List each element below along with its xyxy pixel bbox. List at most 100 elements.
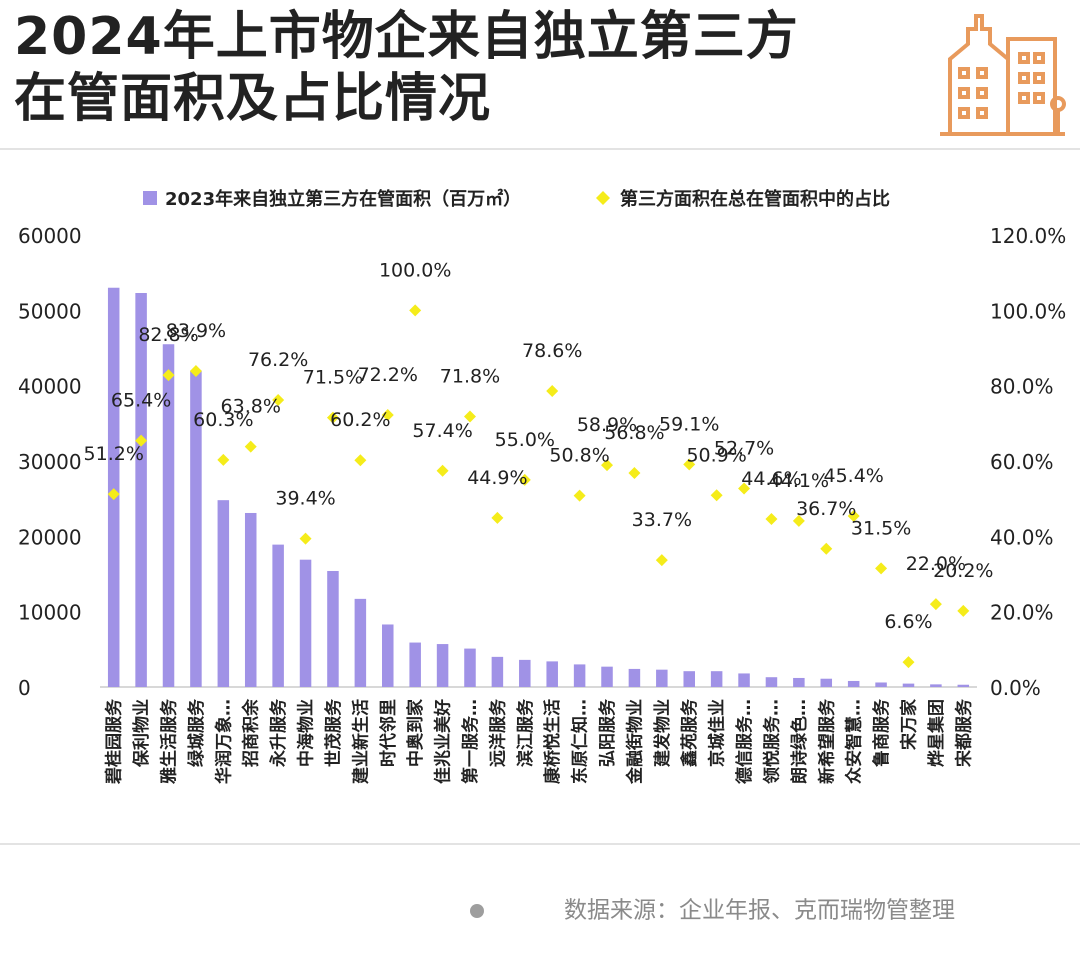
data-label: 45.4% <box>823 465 883 487</box>
bar <box>847 680 860 687</box>
y-left-tick-label: 10000 <box>18 601 82 625</box>
data-label: 82.8% <box>138 324 198 346</box>
x-tick-label: 碧桂园服务 <box>104 698 125 785</box>
bar <box>244 512 257 687</box>
y-left-tick-label: 0 <box>18 676 31 700</box>
data-label: 39.4% <box>275 488 335 510</box>
bar <box>354 598 367 687</box>
data-point <box>710 489 723 502</box>
bar <box>875 682 887 687</box>
data-point <box>546 384 559 397</box>
data-point <box>217 453 230 466</box>
data-point <box>765 513 778 526</box>
x-tick-label: 康桥悦生活 <box>542 699 563 784</box>
data-point <box>162 369 175 382</box>
x-tick-label: 招商积余 <box>241 698 262 767</box>
x-tick-label: 绿城服务 <box>186 698 207 767</box>
bar <box>710 671 723 687</box>
x-tick-label: 宋都服务 <box>953 698 974 768</box>
x-tick-label: 远洋服务 <box>487 698 508 767</box>
bar <box>683 671 695 687</box>
data-label: 20.2% <box>933 560 993 582</box>
bar <box>217 500 230 687</box>
bar <box>765 677 778 687</box>
bar <box>327 570 339 687</box>
x-tick-label: 宋万家 <box>898 699 919 751</box>
bar <box>546 661 558 687</box>
bar <box>793 677 805 687</box>
data-label: 83.9% <box>166 320 226 342</box>
data-point <box>792 514 805 527</box>
x-tick-label: 滨江服务 <box>515 698 536 767</box>
x-tick-label: 保利物业 <box>131 699 152 768</box>
data-point <box>628 467 641 480</box>
data-label: 65.4% <box>111 390 171 412</box>
x-tick-label: 东原仁知… <box>570 699 591 784</box>
y-left-tick-label: 30000 <box>18 450 82 474</box>
x-tick-label: 朗诗绿色… <box>789 699 810 784</box>
x-tick-label: 第一服务… <box>460 699 481 784</box>
data-point <box>436 464 449 477</box>
bar <box>382 624 394 687</box>
data-point <box>463 410 476 423</box>
x-tick-label: 弘阳服务 <box>597 698 618 767</box>
bar <box>190 370 202 687</box>
data-label: 50.8% <box>549 445 609 467</box>
bar <box>656 669 668 687</box>
bar <box>902 683 915 687</box>
data-point <box>272 393 285 406</box>
bar <box>738 673 750 687</box>
x-tick-label: 华润万象… <box>213 699 234 784</box>
header-divider <box>0 148 1080 150</box>
data-label: 51.2% <box>84 443 144 465</box>
data-point <box>491 511 504 524</box>
bar <box>573 664 586 687</box>
data-label: 44.1% <box>769 470 829 492</box>
data-point <box>107 488 120 501</box>
bar <box>162 344 175 687</box>
data-label: 71.5% <box>303 367 363 389</box>
data-label: 56.8% <box>604 422 664 444</box>
source-text: 数据来源：企业年报、克而瑞物管整理 <box>564 897 955 924</box>
x-tick-label: 世茂服务 <box>323 698 344 767</box>
chart: 2023年来自独立第三方在管面积（百万㎡） 第三方面积在总在管面积中的占比 0 100… <box>18 188 1066 785</box>
data-point <box>381 409 394 422</box>
y-left-tick-label: 40000 <box>18 375 82 399</box>
x-tick-label: 德信服务… <box>734 699 755 784</box>
data-point <box>189 364 202 377</box>
title-line-2: 在管面积及占比情况 <box>14 69 492 129</box>
data-point <box>847 509 860 522</box>
x-tick-label: 领悦服务… <box>761 699 782 784</box>
data-label: 44.9% <box>467 467 527 489</box>
bar <box>107 287 120 687</box>
data-point <box>929 598 942 611</box>
legend-bar-swatch <box>143 191 157 205</box>
x-tick-label: 建业新生活 <box>350 699 371 784</box>
data-point <box>573 489 586 502</box>
data-point <box>902 656 915 669</box>
footer-divider <box>0 843 1080 845</box>
x-tick-label: 中海物业 <box>296 699 317 767</box>
legend-point-label: 第三方面积在总在管面积中的占比 <box>620 188 890 210</box>
data-point <box>655 554 668 567</box>
data-label: 36.7% <box>796 498 856 520</box>
bar <box>957 684 970 687</box>
x-tick-label: 鑫苑服务 <box>679 698 700 768</box>
data-label: 76.2% <box>248 349 308 371</box>
data-label: 6.6% <box>884 611 932 633</box>
data-label: 58.9% <box>577 414 637 436</box>
data-point <box>875 562 888 575</box>
y-left-tick-label: 60000 <box>18 224 82 248</box>
x-tick-label: 京城佳业 <box>707 699 728 767</box>
data-label: 71.8% <box>440 366 500 388</box>
bar <box>628 668 641 687</box>
source-note: 数据来源：企业年报、克而瑞物管整理 <box>470 890 1070 930</box>
x-tick-label: 佳兆业美好 <box>433 699 454 784</box>
data-label: 22.0% <box>906 553 966 575</box>
x-tick-label: 众安智慧… <box>844 699 865 784</box>
bullet-dot-icon <box>470 903 484 918</box>
x-tick-label: 新希望服务 <box>816 698 837 784</box>
y-right-tick-label: 60.0% <box>990 450 1054 474</box>
data-point <box>683 458 696 471</box>
y-right-tick-label: 0.0% <box>990 676 1041 700</box>
